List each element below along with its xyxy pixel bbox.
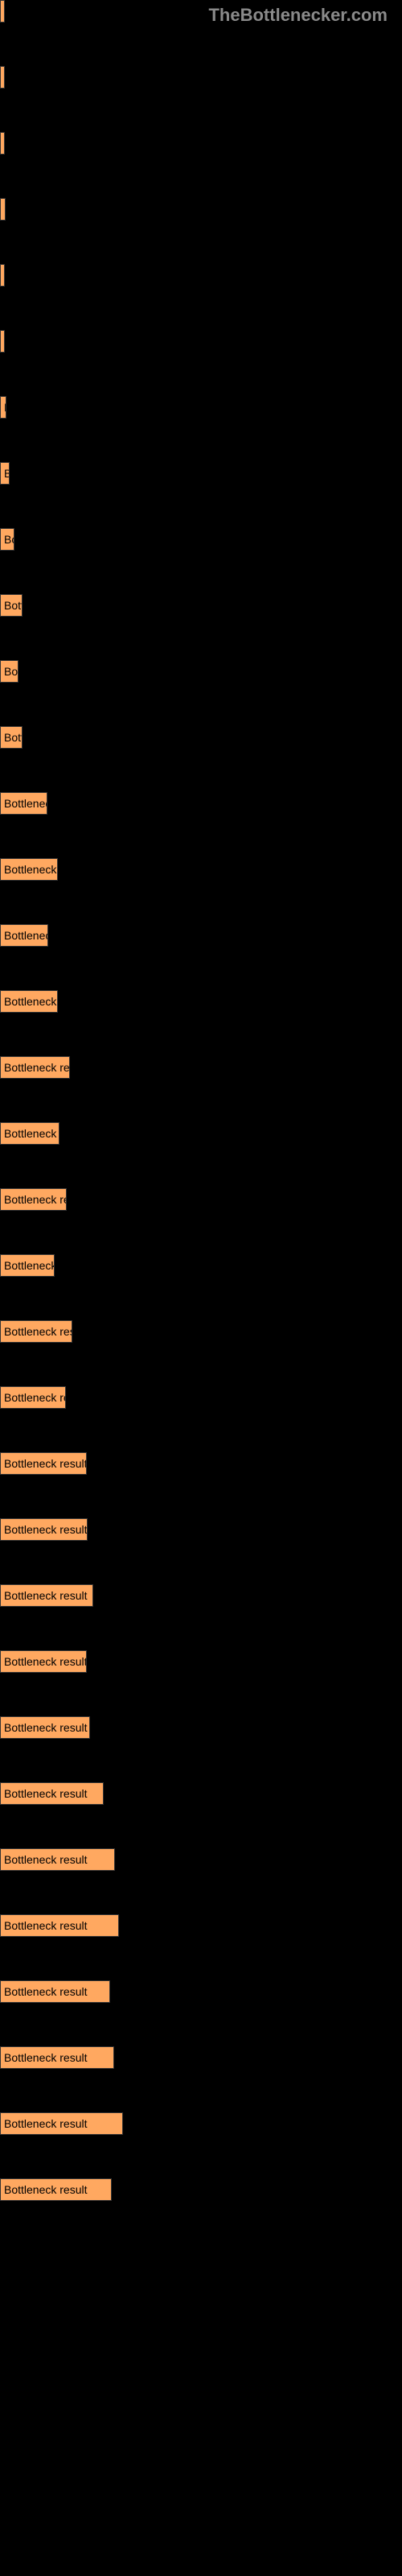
bar: Bottleneck result — [0, 132, 5, 155]
bar: Bottleneck result — [0, 198, 6, 221]
bar-row: Bottleneck result — [0, 2046, 402, 2069]
bar-row: Bottleneck result — [0, 660, 402, 683]
bar-row: Bottleneck result — [0, 1254, 402, 1277]
bar: Bottleneck result — [0, 1056, 70, 1079]
bar-row: Bottleneck result — [0, 66, 402, 89]
bar-row: Bottleneck result — [0, 1320, 402, 1343]
bar: Bottleneck result — [0, 1254, 55, 1277]
bar: Bottleneck result — [0, 1782, 104, 1805]
bar-row: Bottleneck result — [0, 264, 402, 287]
bar: Bottleneck result — [0, 264, 5, 287]
bar-row: Bottleneck result — [0, 2112, 402, 2135]
bar-row: Bottleneck result — [0, 594, 402, 617]
bar: Bottleneck result — [0, 2112, 123, 2135]
bar: Bottleneck result — [0, 990, 58, 1013]
bar: Bottleneck result — [0, 1518, 88, 1541]
bar-row: Bottleneck result — [0, 1914, 402, 1937]
bar: Bottleneck result — [0, 1650, 87, 1673]
bar: Bottleneck result — [0, 792, 47, 815]
bar: Bottleneck result — [0, 594, 23, 617]
bar-row: Bottleneck result — [0, 198, 402, 221]
bar-row: Bottleneck result — [0, 132, 402, 155]
bar-row: Bottleneck result — [0, 2178, 402, 2201]
bar-row: Bottleneck result — [0, 1056, 402, 1079]
bar: Bottleneck result — [0, 1716, 90, 1739]
bar: Bottleneck result — [0, 462, 10, 485]
bar: Bottleneck result — [0, 1320, 72, 1343]
bar: Bottleneck result — [0, 1452, 87, 1475]
bar-row: Bottleneck result — [0, 1848, 402, 1871]
bar-row: Bottleneck result — [0, 396, 402, 419]
bar-row: Bottleneck result — [0, 0, 402, 23]
bar-row: Bottleneck result — [0, 1452, 402, 1475]
bar: Bottleneck result — [0, 660, 18, 683]
bar: Bottleneck result — [0, 1914, 119, 1937]
bar: Bottleneck result — [0, 1188, 67, 1211]
bar-row: Bottleneck result — [0, 1584, 402, 1607]
bar: Bottleneck result — [0, 726, 23, 749]
bar: Bottleneck result — [0, 2046, 114, 2069]
bar: Bottleneck result — [0, 1386, 66, 1409]
bar: Bottleneck result — [0, 1980, 110, 2003]
bar: Bottleneck result — [0, 396, 6, 419]
bar-row: Bottleneck result — [0, 1980, 402, 2003]
bar: Bottleneck result — [0, 528, 14, 551]
bar-row: Bottleneck result — [0, 1122, 402, 1145]
bar-row: Bottleneck result — [0, 330, 402, 353]
bar: Bottleneck result — [0, 0, 5, 23]
bar-row: Bottleneck result — [0, 1650, 402, 1673]
bar: Bottleneck result — [0, 1848, 115, 1871]
bar-row: Bottleneck result — [0, 924, 402, 947]
bar-row: Bottleneck result — [0, 990, 402, 1013]
bar-row: Bottleneck result — [0, 1518, 402, 1541]
bar-row: Bottleneck result — [0, 726, 402, 749]
bar: Bottleneck result — [0, 1584, 93, 1607]
bar: Bottleneck result — [0, 924, 48, 947]
bars-area: Bottleneck result Bottleneck result Bottle… — [0, 0, 402, 2201]
bar-row: Bottleneck result — [0, 792, 402, 815]
bar-row: Bottleneck result — [0, 1716, 402, 1739]
bar-row: Bottleneck result — [0, 528, 402, 551]
chart-container: Bottleneck result Bottleneck result Bottle… — [0, 0, 402, 2201]
bar: Bottleneck result — [0, 330, 5, 353]
bar: Bottleneck result — [0, 1122, 59, 1145]
bar-row: Bottleneck result — [0, 1782, 402, 1805]
bar-row: Bottleneck result — [0, 462, 402, 485]
bar: Bottleneck result — [0, 2178, 112, 2201]
bar-row: Bottleneck result — [0, 1188, 402, 1211]
bar: Bottleneck result — [0, 858, 58, 881]
bar-row: Bottleneck result — [0, 858, 402, 881]
bar: Bottleneck result — [0, 66, 5, 89]
bar-row: Bottleneck result — [0, 1386, 402, 1409]
